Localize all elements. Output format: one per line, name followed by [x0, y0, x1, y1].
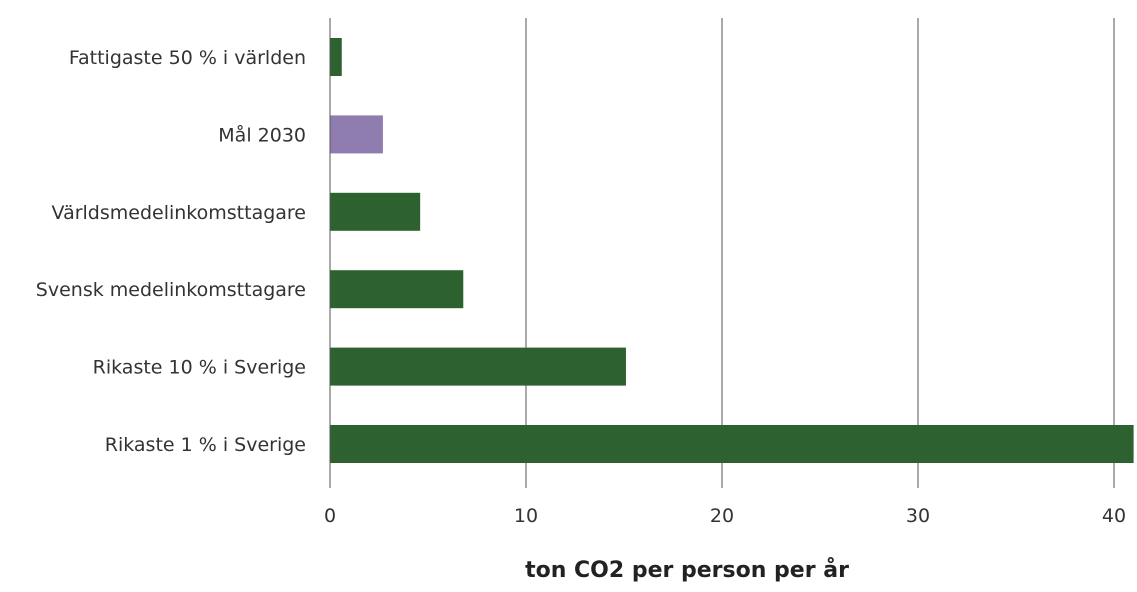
bar	[330, 270, 464, 309]
category-label: Mål 2030	[218, 123, 306, 146]
bar	[330, 347, 626, 386]
category-label: Rikaste 1 % i Sverige	[105, 434, 306, 456]
bar	[330, 425, 1134, 463]
category-label: Svensk medelinkomsttagare	[36, 279, 306, 301]
x-tick-labels: 0 10 20 30 40	[324, 505, 1126, 527]
bars	[330, 38, 1134, 463]
bar	[330, 115, 383, 154]
category-label: Världsmedelinkomsttagare	[52, 202, 306, 224]
x-tick-label: 0	[324, 505, 336, 527]
x-tick-label: 10	[514, 505, 538, 527]
x-tick-label: 40	[1102, 505, 1126, 527]
bar	[330, 192, 421, 231]
x-axis-title: ton CO2 per person per år	[525, 557, 849, 583]
category-labels: Fattigaste 50 % i världen Mål 2030 Världsm…	[36, 47, 306, 456]
bar	[330, 38, 342, 76]
category-label: Fattigaste 50 % i världen	[69, 47, 306, 69]
gridlines	[525, 18, 1115, 488]
category-label: Rikaste 10 % i Sverige	[93, 357, 306, 379]
x-tick-label: 30	[906, 505, 930, 527]
x-tick-label: 20	[710, 505, 734, 527]
